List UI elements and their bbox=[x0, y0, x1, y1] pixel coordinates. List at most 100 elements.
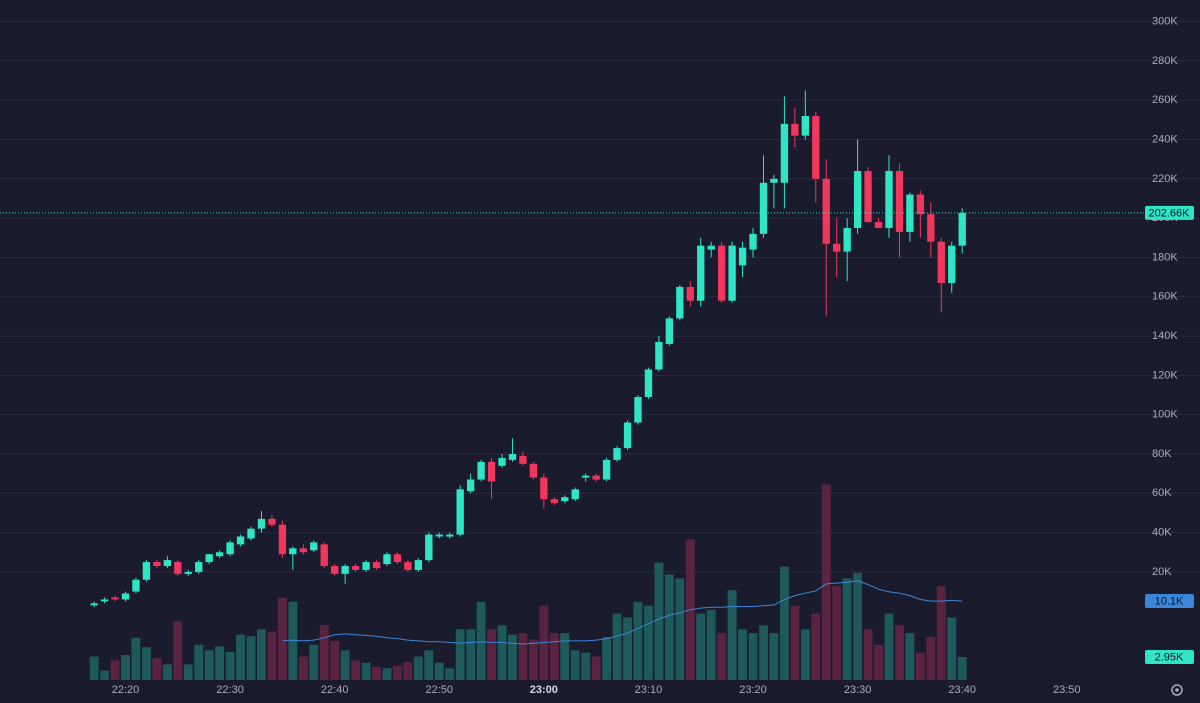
volume-bar bbox=[267, 631, 277, 680]
candle-body bbox=[414, 560, 423, 570]
y-tick-label: 180K bbox=[1152, 251, 1178, 263]
x-tick-label: 22:50 bbox=[426, 684, 454, 696]
candle-body bbox=[864, 170, 872, 223]
candle-body bbox=[425, 534, 433, 561]
volume-bar bbox=[915, 652, 925, 680]
candle-body bbox=[341, 566, 349, 574]
candles bbox=[90, 90, 966, 608]
volume-bar bbox=[236, 634, 245, 680]
ma-label: 10.1K bbox=[1155, 595, 1184, 607]
volume-bar bbox=[738, 629, 748, 680]
y-tick-label: 220K bbox=[1152, 173, 1178, 185]
volume-bar bbox=[769, 633, 779, 680]
candle-body bbox=[90, 603, 98, 606]
volume-bar bbox=[288, 601, 298, 680]
candle-body bbox=[372, 562, 381, 568]
candle-body bbox=[697, 245, 705, 301]
settings-icon[interactable] bbox=[1171, 684, 1183, 696]
candle-body bbox=[937, 241, 945, 284]
volume-bar bbox=[591, 656, 601, 680]
candle-body bbox=[331, 566, 339, 574]
candle-body bbox=[843, 227, 851, 252]
candle-body bbox=[759, 182, 768, 234]
candle-body bbox=[184, 571, 192, 574]
volume-bar bbox=[277, 597, 287, 680]
x-tick-label: 23:50 bbox=[1053, 684, 1081, 696]
candle-body bbox=[780, 123, 789, 183]
candle-body bbox=[257, 518, 266, 529]
candle-body bbox=[456, 489, 464, 535]
volume-bar bbox=[905, 633, 915, 680]
last-price-label-box bbox=[1145, 205, 1194, 220]
volume-bar bbox=[372, 666, 381, 680]
candle-body bbox=[142, 562, 151, 580]
y-tick-label: 120K bbox=[1152, 369, 1178, 381]
volume-bar bbox=[141, 647, 151, 680]
volume-bar bbox=[173, 621, 183, 680]
volume-bar bbox=[832, 586, 842, 680]
volume-bar bbox=[560, 633, 570, 680]
x-tick-label: 22:40 bbox=[321, 684, 349, 696]
y-tick-label: 240K bbox=[1152, 133, 1178, 145]
volume-bar bbox=[257, 629, 266, 680]
candle-body bbox=[895, 170, 904, 232]
candle-body bbox=[770, 178, 778, 183]
y-tick-label: 260K bbox=[1152, 94, 1178, 106]
volume-label-box bbox=[1145, 649, 1194, 664]
volume-bar bbox=[413, 656, 423, 680]
volume-bar bbox=[957, 656, 967, 680]
volume-bar bbox=[717, 633, 727, 680]
volume-bar bbox=[811, 613, 821, 680]
volume-bar bbox=[675, 578, 685, 680]
volume-bar bbox=[246, 636, 256, 680]
candle-body bbox=[571, 489, 579, 500]
y-tick-label: 140K bbox=[1152, 330, 1178, 342]
candle-body bbox=[885, 170, 893, 228]
candle-body bbox=[801, 115, 809, 136]
volume-bar bbox=[842, 578, 852, 680]
candle-body bbox=[111, 597, 119, 600]
volume-bar bbox=[121, 654, 130, 680]
candle-body bbox=[623, 422, 632, 449]
x-tick-label: 23:40 bbox=[948, 684, 976, 696]
candle-body bbox=[644, 369, 653, 397]
candle-body bbox=[163, 560, 171, 567]
candle-body bbox=[812, 115, 820, 179]
y-tick-label: 300K bbox=[1152, 16, 1178, 28]
candle-body bbox=[738, 247, 747, 266]
candle-body bbox=[320, 544, 328, 567]
volume-bar bbox=[162, 664, 172, 680]
volume-bar bbox=[654, 562, 664, 680]
volume-bar bbox=[508, 634, 517, 680]
volume-bar bbox=[152, 658, 162, 680]
volume-bar bbox=[800, 629, 810, 680]
candle-body bbox=[561, 497, 569, 502]
volume-ma-line bbox=[282, 580, 963, 645]
x-tick-label: 23:30 bbox=[844, 684, 872, 696]
candle-body bbox=[195, 562, 203, 572]
volume-bar bbox=[225, 651, 235, 680]
volume-bar bbox=[947, 617, 957, 680]
axes: 20K40K60K80K100K120K140K160K180K200K220K… bbox=[0, 16, 1194, 696]
volume-bar bbox=[110, 660, 120, 680]
candle-body bbox=[948, 245, 956, 284]
volume-bar bbox=[382, 668, 392, 680]
volume-bar bbox=[623, 617, 632, 680]
candle-body bbox=[435, 534, 443, 537]
volume-bar bbox=[487, 629, 497, 680]
volume-bar bbox=[392, 665, 402, 680]
candle-body bbox=[289, 548, 297, 555]
volume-bar bbox=[434, 662, 444, 680]
candle-body bbox=[383, 554, 391, 565]
volume-bar bbox=[319, 625, 329, 680]
candle-body bbox=[153, 562, 161, 567]
volume-bar bbox=[884, 613, 894, 680]
volume-bar bbox=[602, 637, 612, 680]
y-tick-label: 80K bbox=[1152, 448, 1172, 460]
volume-bar bbox=[643, 605, 653, 680]
volume-bar bbox=[633, 601, 643, 680]
candle-body bbox=[916, 194, 925, 215]
ma-label-box bbox=[1145, 594, 1194, 609]
